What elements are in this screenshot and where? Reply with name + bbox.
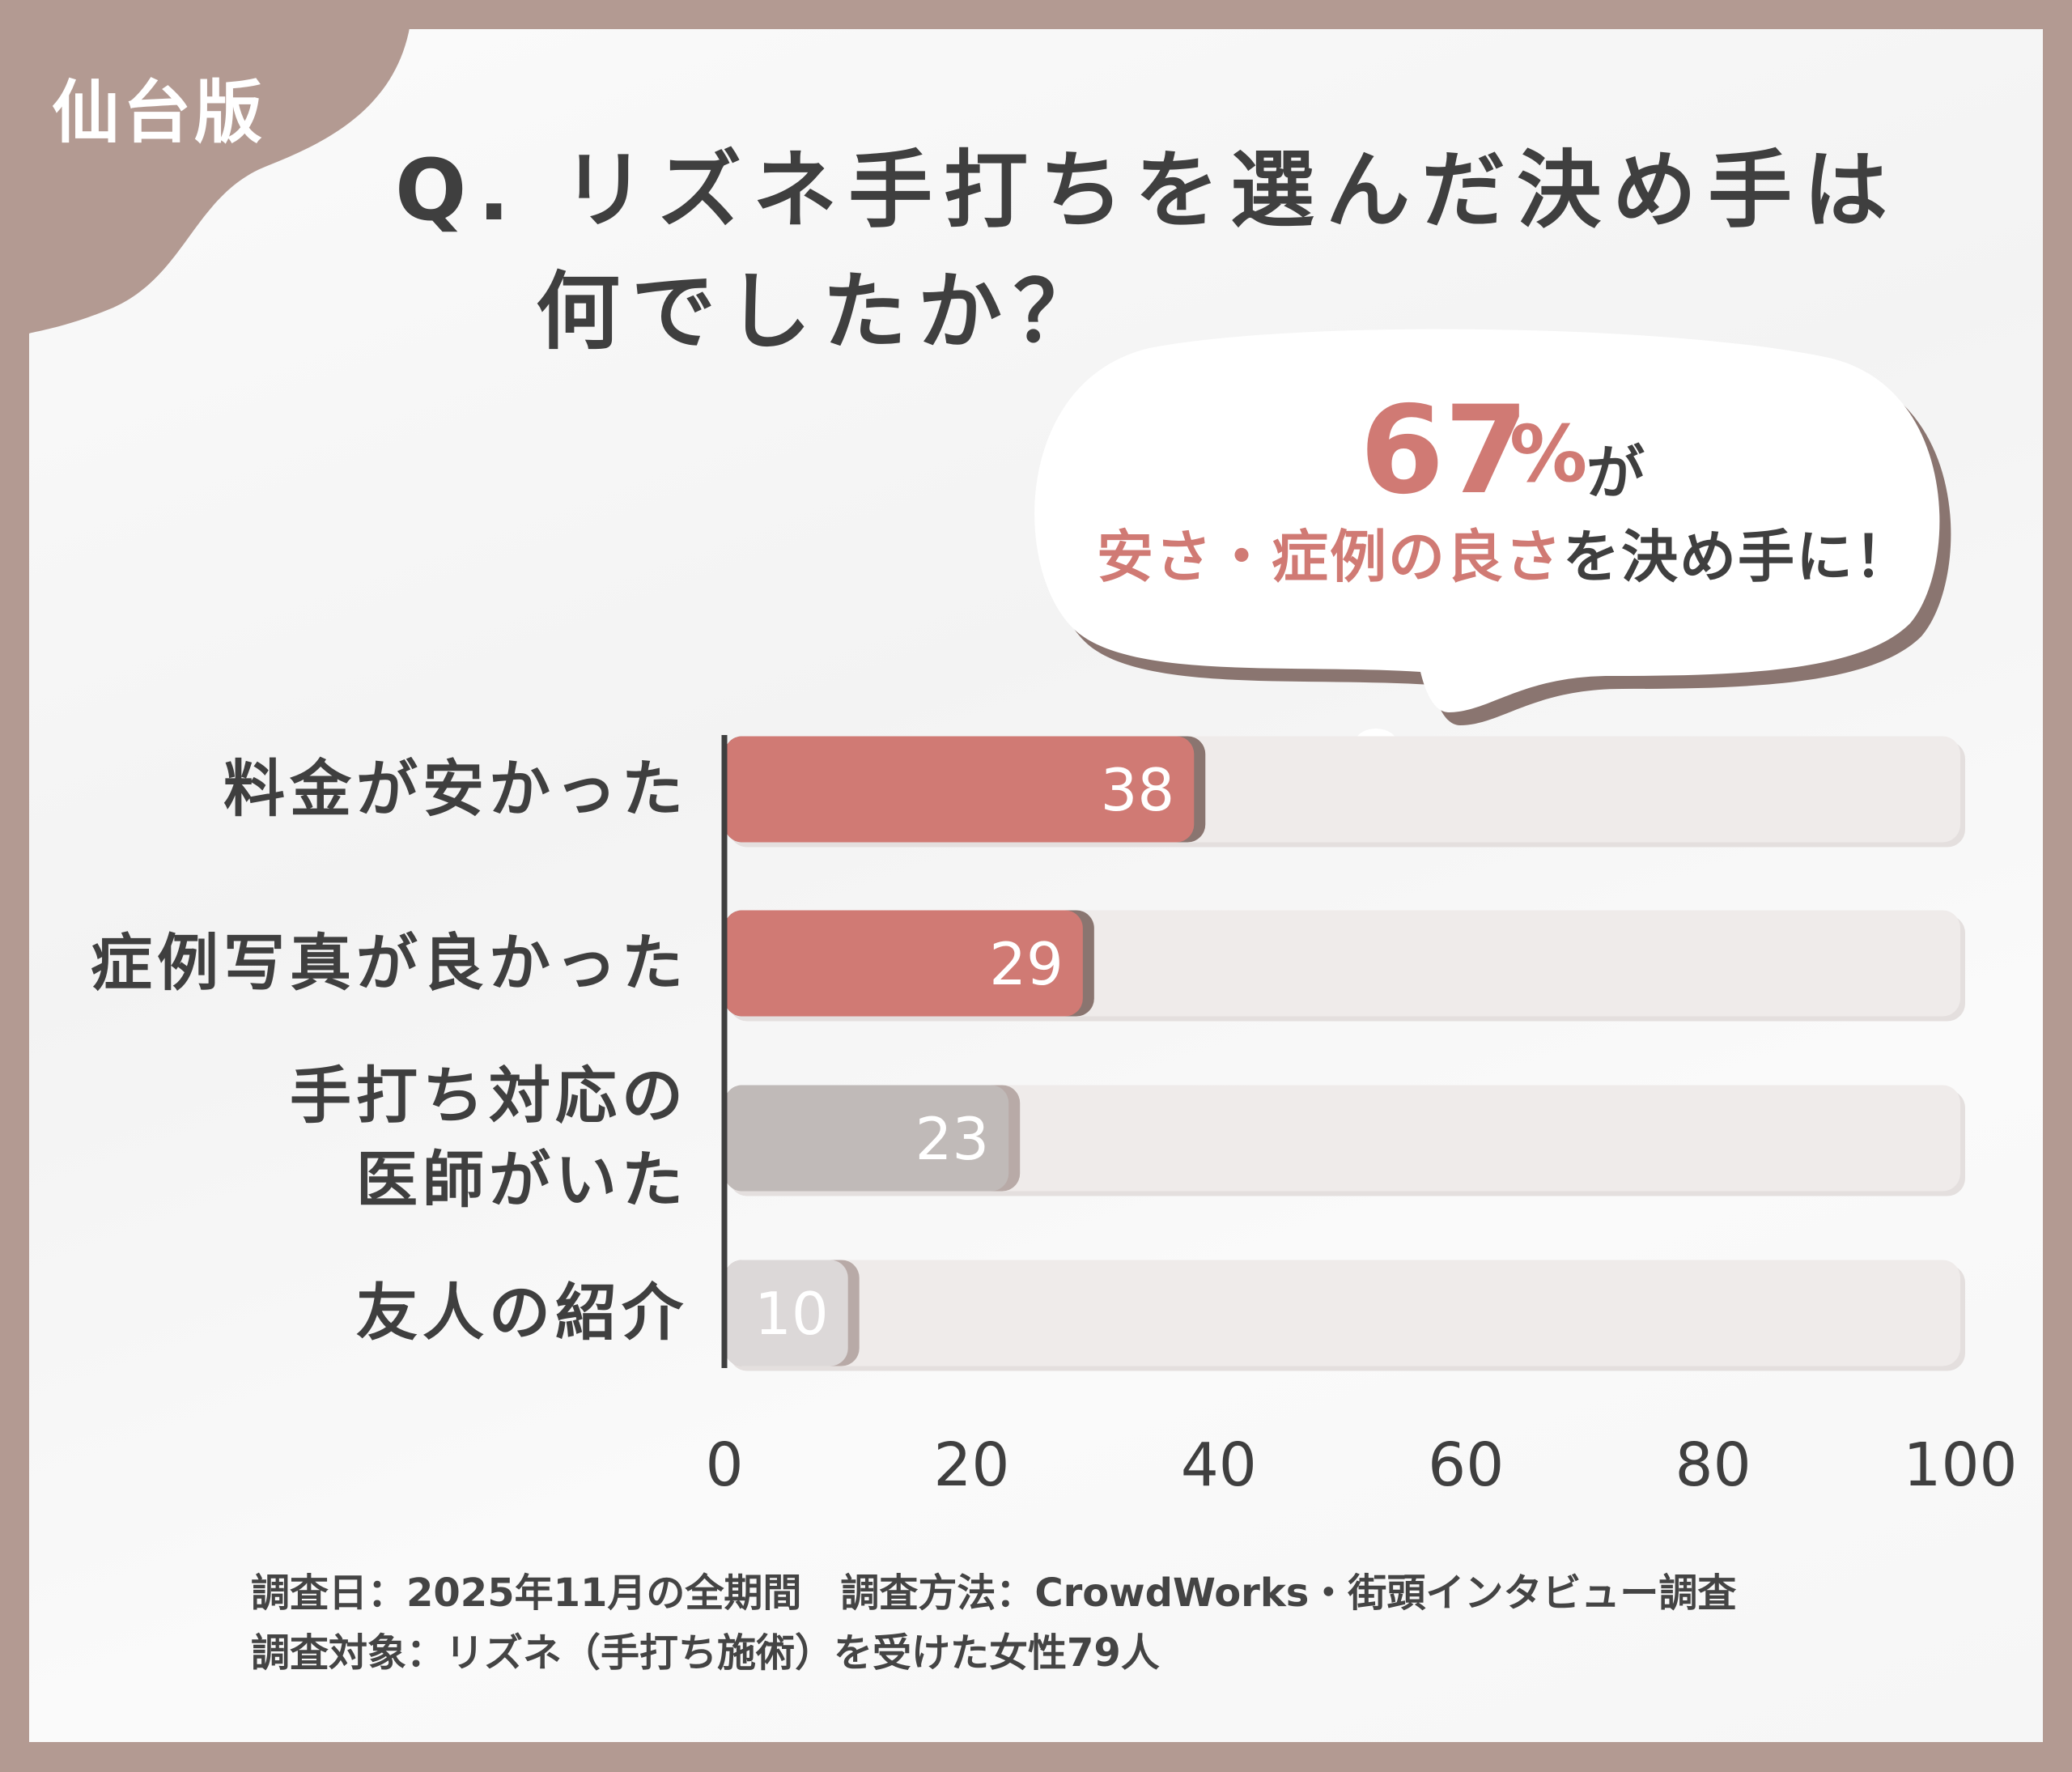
bar-value-label: 29	[989, 930, 1064, 998]
speech-bubble	[1034, 329, 1951, 785]
bar	[724, 1085, 1009, 1192]
highlight-rest: を決め手に！	[1563, 524, 1913, 590]
x-tick-label: 100	[1903, 1430, 2017, 1500]
highlight-percent: 67	[1360, 380, 1529, 521]
bar-value-label: 23	[915, 1105, 990, 1173]
x-tick-label: 80	[1675, 1430, 1751, 1500]
category-label: 料金が安かった	[223, 753, 688, 825]
question-title-line1: Q. リズネ手打ちを選んだ決め手は	[395, 141, 1900, 240]
category-label: 症例写真が良かった	[91, 927, 688, 999]
x-tick-label: 0	[705, 1430, 743, 1500]
bar	[724, 1260, 848, 1366]
footer-survey-info: 調査日：2025年11月の全期間 調査方法：CrowdWorks・街頭インタビュ…	[251, 1570, 1737, 1616]
bar	[724, 910, 1083, 1017]
highlight-particle: が	[1586, 439, 1645, 507]
highlight-emphasis: 安さ・症例の良さ	[1097, 524, 1563, 590]
region-tag: 仙台版	[52, 73, 266, 152]
infographic-panel	[29, 29, 2043, 1742]
highlight-message: 安さ・症例の良さを決め手に！	[1097, 512, 1913, 593]
x-tick-label: 40	[1181, 1430, 1257, 1500]
bar-value-label: 38	[1101, 756, 1175, 824]
question-title-line2: 何でしたか？	[536, 262, 1110, 361]
bar-value-label: 10	[754, 1280, 829, 1348]
x-tick-label: 20	[933, 1430, 1009, 1500]
bar	[724, 736, 1195, 843]
category-label: 医師がいた	[356, 1144, 688, 1216]
x-tick-label: 60	[1428, 1430, 1504, 1500]
bar-track	[724, 1260, 1960, 1366]
category-label: 友人の紹介	[356, 1277, 688, 1349]
highlight-percent-sign: %	[1509, 409, 1588, 499]
category-label: 手打ち対応の	[290, 1060, 688, 1132]
footer-survey-target: 調査対象：リズネ（手打ち施術）を受けた女性79人	[251, 1630, 1160, 1676]
bar-track	[724, 1085, 1960, 1192]
region-tag-shape	[0, 0, 413, 334]
